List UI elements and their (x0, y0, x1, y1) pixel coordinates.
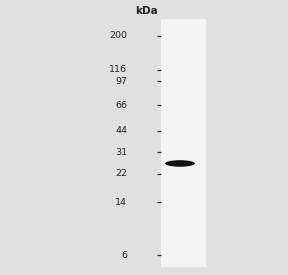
Text: 66: 66 (115, 101, 127, 110)
Text: 14: 14 (115, 198, 127, 207)
Text: 22: 22 (115, 169, 127, 178)
Text: 116: 116 (109, 65, 127, 74)
Text: 31: 31 (115, 148, 127, 157)
Bar (161, 19, 206, 267)
Text: 97: 97 (115, 76, 127, 86)
Text: kDa: kDa (135, 6, 158, 16)
Text: 6: 6 (121, 251, 127, 260)
Ellipse shape (165, 160, 195, 167)
Text: 200: 200 (109, 31, 127, 40)
Text: 44: 44 (115, 126, 127, 135)
